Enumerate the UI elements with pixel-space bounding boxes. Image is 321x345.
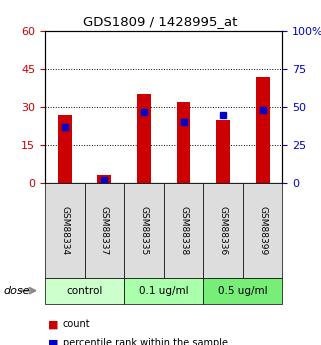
Text: control: control xyxy=(66,286,103,296)
Text: GDS1809 / 1428995_at: GDS1809 / 1428995_at xyxy=(83,16,238,29)
Text: GSM88338: GSM88338 xyxy=(179,206,188,255)
Bar xyxy=(97,175,111,183)
Bar xyxy=(137,94,151,183)
Text: ■: ■ xyxy=(48,319,59,329)
Text: GSM88335: GSM88335 xyxy=(139,206,148,255)
Text: ■: ■ xyxy=(48,338,59,345)
Text: GSM88336: GSM88336 xyxy=(219,206,228,255)
Text: GSM88399: GSM88399 xyxy=(258,206,267,255)
Text: percentile rank within the sample: percentile rank within the sample xyxy=(63,338,228,345)
Text: GSM88337: GSM88337 xyxy=(100,206,109,255)
Text: dose: dose xyxy=(3,286,30,296)
Bar xyxy=(216,120,230,183)
Text: GSM88334: GSM88334 xyxy=(60,206,69,255)
Text: count: count xyxy=(63,319,90,329)
Bar xyxy=(58,115,72,183)
Bar xyxy=(177,102,190,183)
Text: 0.1 ug/ml: 0.1 ug/ml xyxy=(139,286,188,296)
Bar xyxy=(256,77,270,183)
Text: 0.5 ug/ml: 0.5 ug/ml xyxy=(218,286,268,296)
